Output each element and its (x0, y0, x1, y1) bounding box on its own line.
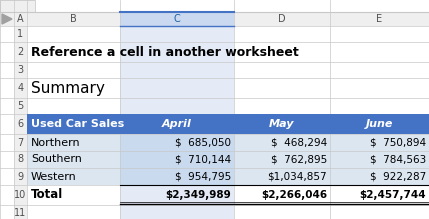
Text: $  468,294: $ 468,294 (271, 138, 327, 148)
Bar (120, 185, 234, 205)
Text: E: E (376, 14, 383, 24)
Bar (0, 0, 35, 12)
Text: A: A (17, 14, 24, 24)
Text: $  710,144: $ 710,144 (175, 154, 231, 164)
Text: 3: 3 (18, 65, 24, 75)
Text: Summary: Summary (31, 81, 105, 95)
Bar (14, 26, 27, 219)
Text: 11: 11 (15, 208, 27, 218)
Text: 8: 8 (18, 154, 24, 164)
Text: $  954,795: $ 954,795 (175, 171, 231, 182)
Text: 4: 4 (18, 83, 24, 93)
Text: C: C (174, 14, 180, 24)
Text: $  762,895: $ 762,895 (271, 154, 327, 164)
Bar (120, 168, 234, 185)
Text: 5: 5 (18, 101, 24, 111)
Text: $2,349,989: $2,349,989 (165, 190, 231, 200)
Text: 7: 7 (18, 138, 24, 148)
Bar (120, 26, 234, 219)
Text: Southern: Southern (31, 154, 82, 164)
Text: 9: 9 (18, 171, 24, 182)
Bar (27, 151, 429, 168)
Bar (27, 168, 429, 185)
Text: Northern: Northern (31, 138, 81, 148)
Text: $  750,894: $ 750,894 (370, 138, 426, 148)
Text: June: June (366, 119, 393, 129)
Text: 6: 6 (18, 119, 24, 129)
Text: April: April (162, 119, 192, 129)
Text: 2: 2 (18, 47, 24, 57)
Text: $  685,050: $ 685,050 (175, 138, 231, 148)
Text: $2,266,046: $2,266,046 (261, 190, 327, 200)
Text: 1: 1 (18, 29, 24, 39)
Text: $  784,563: $ 784,563 (370, 154, 426, 164)
Polygon shape (2, 14, 12, 24)
Text: Used Car Sales: Used Car Sales (31, 119, 124, 129)
Text: B: B (70, 14, 77, 24)
Text: $2,457,744: $2,457,744 (360, 190, 426, 200)
Bar (27, 114, 429, 134)
Bar (27, 185, 429, 205)
Text: 10: 10 (15, 190, 27, 200)
Bar (27, 134, 429, 151)
Text: Western: Western (31, 171, 77, 182)
Text: $1,034,857: $1,034,857 (267, 171, 327, 182)
Text: Total: Total (31, 189, 63, 201)
Text: $  922,287: $ 922,287 (370, 171, 426, 182)
Bar (0, 0, 35, 12)
Bar (120, 151, 234, 168)
Text: D: D (278, 14, 286, 24)
Text: May: May (269, 119, 295, 129)
Bar (0, 0, 429, 12)
Text: Reference a cell in another worksheet: Reference a cell in another worksheet (31, 46, 299, 58)
Bar (120, 12, 234, 26)
Bar (120, 134, 234, 151)
Bar (0, 12, 429, 26)
